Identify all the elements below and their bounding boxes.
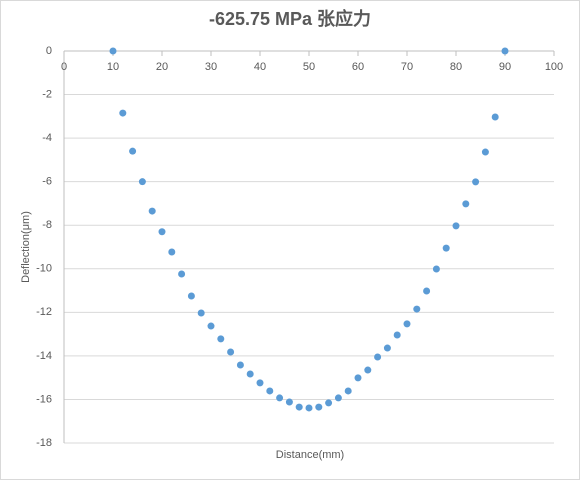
point — [178, 270, 186, 278]
point — [501, 47, 509, 55]
point — [491, 113, 499, 121]
point — [423, 287, 431, 295]
point — [266, 387, 274, 395]
x-tick-label: 10 — [107, 61, 119, 73]
y-tick-label: -8 — [42, 219, 52, 231]
x-tick-label: 100 — [545, 61, 563, 73]
x-tick-label: 20 — [156, 61, 168, 73]
y-tick-label: -10 — [36, 263, 52, 275]
x-tick-label: 80 — [450, 61, 462, 73]
point — [364, 366, 372, 374]
point — [315, 403, 323, 411]
point — [187, 292, 195, 300]
y-tick-label: -14 — [36, 350, 52, 362]
y-tick-label: -6 — [42, 176, 52, 188]
chart-title: -625.75 MPa 张应力 — [209, 8, 371, 29]
point — [413, 305, 421, 313]
x-tick-label: 30 — [205, 61, 217, 73]
point — [325, 399, 333, 407]
point — [207, 322, 215, 330]
point — [403, 320, 411, 328]
point — [246, 370, 254, 378]
x-tick-label: 50 — [303, 61, 315, 73]
point — [138, 178, 146, 186]
y-axis-title: Deflection(μm) — [20, 211, 32, 283]
y-tick-label: -18 — [36, 437, 52, 449]
point — [344, 387, 352, 395]
point — [217, 335, 225, 343]
point — [305, 404, 313, 412]
point — [129, 147, 137, 155]
y-tick-label: -12 — [36, 306, 52, 318]
point — [236, 361, 244, 369]
point — [256, 379, 264, 387]
point — [148, 207, 156, 215]
point — [432, 265, 440, 273]
point — [168, 248, 176, 256]
y-tick-label: -4 — [42, 132, 52, 144]
y-tick-label: -16 — [36, 393, 52, 405]
point — [197, 309, 205, 317]
y-tick-label: -2 — [42, 88, 52, 100]
x-tick-label: 60 — [352, 61, 364, 73]
point — [334, 394, 342, 402]
point — [462, 200, 470, 208]
x-axis-title: Distance(mm) — [276, 449, 344, 461]
point — [383, 344, 391, 352]
point — [276, 394, 284, 402]
point — [442, 244, 450, 252]
point — [393, 331, 401, 339]
point — [227, 348, 235, 356]
point — [374, 353, 382, 361]
point — [109, 47, 117, 55]
point — [452, 222, 460, 230]
point — [119, 109, 127, 117]
point — [481, 148, 489, 156]
point — [472, 178, 480, 186]
x-tick-label: 40 — [254, 61, 266, 73]
point — [295, 403, 303, 411]
x-tick-label: 0 — [61, 61, 67, 73]
y-tick-label: 0 — [46, 45, 52, 57]
point — [354, 374, 362, 382]
x-tick-label: 90 — [499, 61, 511, 73]
point — [285, 398, 293, 406]
x-tick-label: 70 — [401, 61, 413, 73]
point — [158, 228, 166, 236]
